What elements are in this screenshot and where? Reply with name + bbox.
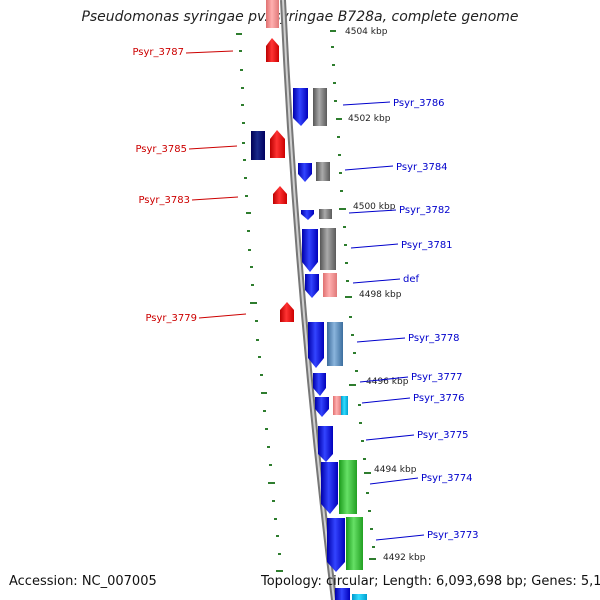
gene-arrow-forward[interactable] — [339, 460, 357, 514]
gene-arrow-reverse[interactable] — [270, 130, 285, 158]
scale-label: 4492 kbp — [383, 553, 426, 563]
gene-label-forward[interactable]: Psyr_3774 — [421, 473, 473, 484]
gene-arrow-forward[interactable] — [327, 518, 345, 572]
scale-label: 4504 kbp — [345, 27, 388, 37]
forward-gene-labels: Psyr_3786 Psyr_3784 Psyr_3782 Psyr_3781 … — [393, 98, 479, 541]
gene-arrow-forward[interactable] — [333, 396, 341, 415]
genome-summary-text: Topology: circular; Length: 6,093,698 bp… — [261, 574, 600, 589]
outer-tick-ring — [330, 30, 376, 560]
gene-arrow-forward[interactable] — [323, 273, 337, 297]
reverse-label-leaders — [185, 50, 247, 319]
gene-label-reverse[interactable]: Psyr_3783 — [138, 195, 190, 206]
gene-label-forward[interactable]: Psyr_3782 — [399, 205, 451, 216]
gene-arrow-reverse[interactable] — [280, 302, 294, 322]
gene-label-forward[interactable]: Psyr_3784 — [396, 162, 448, 173]
scale-labels: 4504 kbp 4502 kbp 4500 kbp 4498 kbp 4496… — [345, 27, 426, 563]
reverse-strand-genes — [251, 0, 294, 322]
gene-arrow-reverse[interactable] — [266, 38, 279, 62]
scale-label: 4500 kbp — [353, 202, 396, 212]
gene-arrow-forward[interactable] — [313, 88, 327, 126]
gene-label-forward[interactable]: Psyr_3776 — [413, 393, 465, 404]
gene-arrow-reverse[interactable] — [251, 131, 265, 160]
gene-arrow-forward[interactable] — [352, 594, 367, 600]
gene-arrow-forward[interactable] — [318, 426, 333, 462]
gene-arrow-forward[interactable] — [293, 88, 308, 126]
gene-label-forward[interactable]: Psyr_3778 — [408, 333, 460, 344]
gene-label-forward[interactable]: Psyr_3775 — [417, 430, 469, 441]
gene-arrow-forward[interactable] — [316, 162, 330, 181]
gene-arrow-forward[interactable] — [341, 396, 348, 415]
gene-arrow-forward[interactable] — [335, 588, 350, 600]
accession-text: Accession: NC_007005 — [9, 574, 157, 589]
scale-label: 4496 kbp — [366, 377, 409, 387]
gene-arrow-forward[interactable] — [298, 163, 312, 182]
gene-arrow-forward[interactable] — [321, 462, 338, 514]
gene-label-forward[interactable]: Psyr_3781 — [401, 240, 453, 251]
gene-arrow-forward[interactable] — [320, 228, 336, 270]
forward-label-leaders — [342, 101, 425, 541]
scale-label: 4498 kbp — [359, 290, 402, 300]
gene-label-reverse[interactable]: Psyr_3779 — [145, 313, 197, 324]
genome-title: Pseudomonas syringae pv. syringae B728a,… — [81, 9, 519, 25]
inner-tick-ring — [236, 33, 283, 572]
gene-label-forward[interactable]: Psyr_3786 — [393, 98, 445, 109]
gene-label-forward[interactable]: Psyr_3777 — [411, 372, 463, 383]
forward-strand-genes — [293, 88, 367, 600]
gene-label-reverse[interactable]: Psyr_3785 — [135, 144, 187, 155]
gene-arrow-forward[interactable] — [305, 274, 319, 298]
gene-arrow-forward[interactable] — [315, 397, 329, 417]
gene-arrow-forward[interactable] — [308, 322, 324, 368]
reverse-gene-labels: Psyr_3787 Psyr_3785 Psyr_3783 Psyr_3779 — [132, 47, 197, 324]
gene-label-reverse[interactable]: Psyr_3787 — [132, 47, 184, 58]
gene-arrow-reverse[interactable] — [266, 0, 279, 28]
gene-arrow-forward[interactable] — [302, 229, 318, 272]
scale-label: 4494 kbp — [374, 465, 417, 475]
gene-label-forward[interactable]: Psyr_3773 — [427, 530, 479, 541]
gene-arrow-forward[interactable] — [346, 517, 363, 570]
gene-arrow-forward[interactable] — [313, 373, 326, 396]
gene-label-forward[interactable]: def — [403, 274, 420, 285]
gene-arrow-forward[interactable] — [319, 209, 332, 219]
gene-arrow-forward[interactable] — [327, 322, 343, 366]
gene-arrow-reverse[interactable] — [273, 186, 287, 204]
scale-label: 4502 kbp — [348, 114, 391, 124]
gene-arrow-forward[interactable] — [301, 210, 314, 220]
